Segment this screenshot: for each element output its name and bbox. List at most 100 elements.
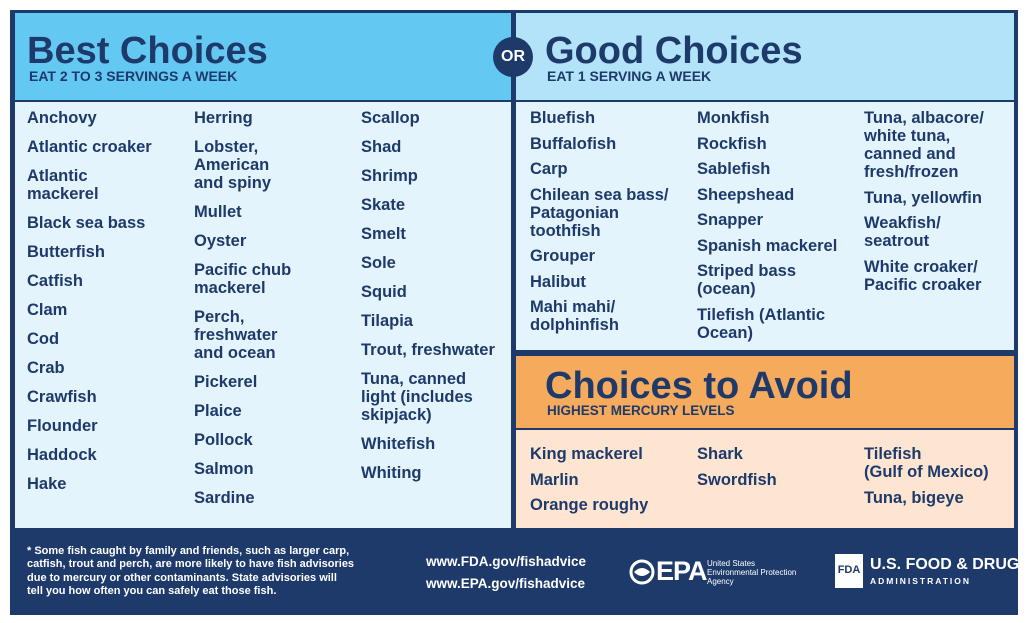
good-title: Good Choices	[545, 30, 803, 72]
fish-name: Tuna, albacore/	[864, 109, 984, 127]
fish-name: Tilefish	[864, 445, 922, 463]
avoid-title: Choices to Avoid	[545, 365, 853, 407]
fish-name: Tuna, canned	[361, 370, 467, 388]
fish-name: Chilean sea bass/	[530, 185, 669, 204]
fish-name: Snapper	[697, 211, 764, 229]
fish-name: Shark	[697, 445, 743, 463]
link[interactable]: www.FDA.gov/fishadvice	[426, 554, 587, 569]
fish-name: Catfish	[27, 272, 83, 290]
fish-name: and spiny	[194, 174, 272, 192]
fish-name: Oyster	[194, 232, 247, 250]
fish-name: (Gulf of Mexico)	[864, 463, 989, 481]
fish-name: freshwater	[194, 326, 278, 344]
fish-name: fresh/frozen	[864, 163, 959, 181]
best-body	[15, 102, 511, 528]
fish-name: Swordfish	[697, 470, 777, 489]
fish-name: light (includes	[361, 388, 473, 406]
avoid-subtitle: HIGHEST MERCURY LEVELS	[547, 403, 735, 418]
fish-name: Weakfish/	[864, 214, 941, 232]
fish-name: toothfish	[530, 221, 601, 240]
fish-name: American	[194, 156, 270, 174]
fish-name: Sablefish	[697, 160, 771, 178]
fda-box	[835, 554, 863, 588]
fish-name: skipjack)	[361, 406, 432, 424]
fda-name: U.S. FOOD & DRUG	[870, 556, 1020, 573]
fish-name: Pacific chub	[194, 261, 292, 279]
fish-name: Squid	[361, 283, 407, 301]
fish-name: Grouper	[530, 247, 596, 265]
fish-name: Carp	[530, 160, 568, 178]
fish-name: Lobster,	[194, 138, 259, 156]
fish-name: Skate	[361, 196, 406, 214]
fish-name: Bluefish	[530, 109, 596, 127]
fish-name: Hake	[27, 475, 67, 493]
fish-name: Tilapia	[361, 312, 413, 330]
fish-name: Shad	[361, 138, 402, 156]
footnote: tell you how often you can safely eat th…	[27, 584, 277, 597]
fish-name: Marlin	[530, 470, 579, 489]
fish-name: seatrout	[864, 232, 930, 250]
fish-name: Halibut	[530, 272, 586, 291]
fish-name: Flounder	[27, 417, 98, 435]
epa-name: Agency	[707, 577, 734, 586]
fish-name: dolphinfish	[530, 316, 619, 334]
avoid-body	[516, 430, 1014, 528]
fish-name: Crawfish	[27, 388, 97, 406]
fish-name: Smelt	[361, 225, 406, 243]
fish-name: Pollock	[194, 431, 253, 449]
good-subtitle: EAT 1 SERVING A WEEK	[547, 68, 712, 84]
fish-name: Plaice	[194, 402, 242, 420]
fish-name: Pickerel	[194, 373, 258, 391]
fish-name: King mackerel	[530, 445, 643, 463]
fish-name: Monkfish	[697, 109, 770, 127]
fish-name: Mullet	[194, 203, 242, 221]
good-header	[516, 13, 1014, 100]
fda-mark: FDA	[837, 564, 861, 576]
fish-name: Tuna, bigeye	[864, 488, 964, 507]
epa-name: Environmental Protection	[707, 568, 797, 577]
fish-name: Salmon	[194, 460, 254, 478]
fish-name: white tuna,	[864, 127, 951, 145]
fish-name: mackerel	[27, 185, 99, 203]
fish-name: Butterfish	[27, 243, 105, 261]
fish-name: Black sea bass	[27, 214, 146, 232]
fish-name: Mahi mahi/	[530, 298, 616, 316]
fish-name: Herring	[194, 109, 253, 127]
fish-name: Shrimp	[361, 167, 418, 185]
footnote: * Some fish caught by family and friends…	[27, 545, 350, 557]
fish-name: Orange roughy	[530, 496, 649, 514]
fish-name: Ocean)	[697, 323, 753, 342]
epa-name: United States	[707, 559, 756, 568]
fish-name: Perch,	[194, 308, 245, 326]
fish-name: (ocean)	[697, 280, 756, 298]
best-title: Best Choices	[27, 30, 268, 72]
or-badge	[493, 37, 533, 77]
fish-name: Striped bass	[697, 262, 797, 280]
fish-name: White croaker/	[864, 257, 978, 276]
fish-name: and ocean	[194, 344, 276, 362]
fish-name: Scallop	[361, 109, 420, 127]
or-text: OR	[501, 48, 525, 65]
fish-name: Anchovy	[27, 109, 97, 127]
fish-name: Tuna, yellowfin	[864, 188, 982, 207]
fish-name: canned and	[864, 145, 956, 163]
good-body	[516, 102, 1014, 350]
fish-name: Atlantic	[27, 167, 88, 185]
fish-name: Whiting	[361, 464, 422, 482]
fish-name: Atlantic croaker	[27, 138, 152, 156]
link[interactable]: www.EPA.gov/fishadvice	[426, 576, 586, 591]
fish-name: Sardine	[194, 489, 255, 507]
fish-name: Clam	[27, 301, 68, 319]
epa-icon	[629, 559, 655, 585]
fish-name: Patagonian	[530, 203, 619, 222]
best-header	[15, 13, 511, 100]
footnote: due to mercury or other contaminants. St…	[27, 571, 337, 584]
epa-mark: EPA	[656, 556, 708, 586]
footnote: catfish, trout and perch, are more likel…	[27, 558, 355, 571]
fish-name: Trout, freshwater	[361, 341, 495, 359]
fish-name: Tilefish (Atlantic	[697, 305, 826, 324]
fish-name: Haddock	[27, 446, 97, 464]
fish-name: Rockfish	[697, 134, 767, 153]
fish-name: Whitefish	[361, 435, 436, 453]
